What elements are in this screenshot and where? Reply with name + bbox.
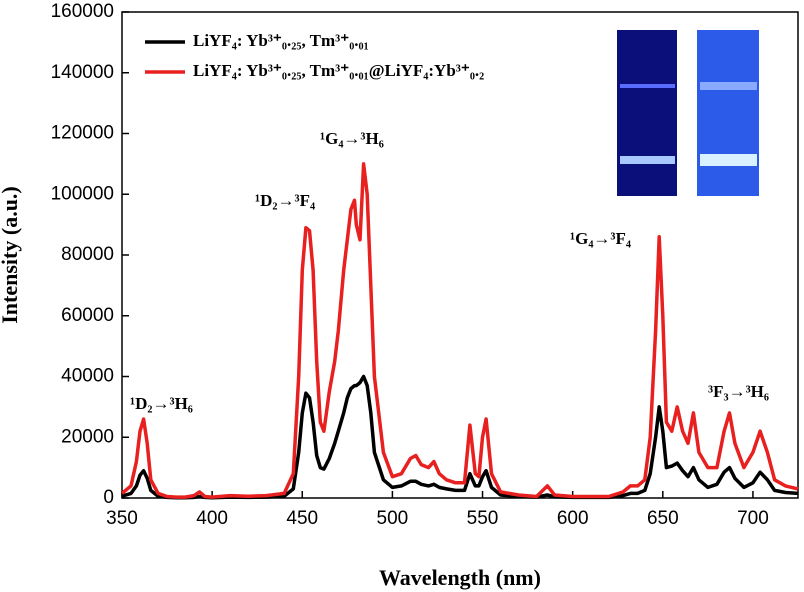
- y-axis-title: Intensity (a.u.): [0, 186, 22, 324]
- peak-annotation: ¹D₂→³H₆: [130, 394, 193, 413]
- y-tick-label: 120000: [51, 123, 114, 144]
- inset-glow: [700, 82, 757, 90]
- y-tick-label: 140000: [51, 62, 114, 83]
- inset-glow: [620, 84, 675, 88]
- x-tick-label: 400: [196, 508, 228, 529]
- x-tick-label: 450: [286, 508, 318, 529]
- peak-annotation: ³F₃→³H₆: [708, 382, 769, 401]
- inset-glow: [620, 156, 675, 164]
- y-tick-label: 80000: [61, 244, 114, 265]
- x-tick-label: 650: [647, 508, 679, 529]
- y-tick-label: 60000: [61, 305, 114, 326]
- x-axis-title: Wavelength (nm): [379, 565, 541, 590]
- peak-annotation: ¹D₂→³F₄: [255, 191, 315, 210]
- x-tick-label: 600: [557, 508, 589, 529]
- y-tick-label: 100000: [51, 183, 114, 204]
- legend-label: LiYF₄: Yb³⁺₀.₂₅, Tm³⁺₀.₀₁: [193, 31, 369, 50]
- x-tick-label: 550: [467, 508, 499, 529]
- y-tick-label: 0: [103, 487, 114, 508]
- inset-glow: [700, 154, 757, 166]
- y-tick-label: 40000: [61, 366, 114, 387]
- x-tick-label: 350: [106, 508, 138, 529]
- x-tick-label: 700: [737, 508, 769, 529]
- inset-photo: [617, 30, 677, 196]
- series-line: [120, 162, 799, 499]
- inset-photo: [697, 30, 759, 196]
- peak-annotation: ¹G₄→³H₆: [320, 129, 384, 148]
- x-tick-label: 500: [377, 508, 409, 529]
- y-tick-label: 160000: [51, 1, 114, 22]
- y-tick-label: 20000: [61, 426, 114, 447]
- peak-annotation: ¹G₄→³F₄: [570, 229, 631, 248]
- legend-label: LiYF₄: Yb³⁺₀.₂₅, Tm³⁺₀.₀₁@LiYF₄:Yb³⁺₀.₂: [193, 61, 484, 80]
